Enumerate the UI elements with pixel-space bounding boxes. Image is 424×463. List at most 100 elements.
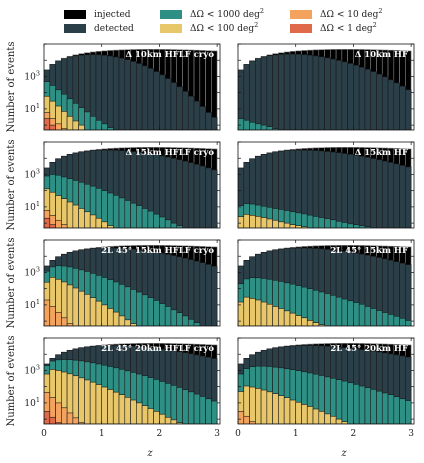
x-tick-label: 2 xyxy=(157,429,163,439)
y-axis-labels: Number of events Number of events Number o… xyxy=(6,42,17,427)
bar-detected xyxy=(335,60,343,130)
legend-swatch xyxy=(290,24,312,33)
bar-detected xyxy=(124,59,131,130)
bar-dOmega-1000 xyxy=(306,214,314,228)
bar-detected xyxy=(205,264,212,326)
panel-title: 2L 45° 20km HF xyxy=(330,344,408,354)
bar-dOmega-1000 xyxy=(141,208,149,228)
bar-dOmega-1000 xyxy=(193,393,201,424)
bar-dOmega-100 xyxy=(278,221,285,228)
bar-dOmega-100 xyxy=(95,384,103,424)
bar-dOmega-1000 xyxy=(364,306,372,326)
panel: 101 103 Δ 10km HFLF cryo xyxy=(24,43,221,131)
bar-dOmega-1000 xyxy=(330,295,337,326)
bar-dOmega-1000 xyxy=(130,202,137,228)
bar-detected xyxy=(255,58,262,130)
bar-detected xyxy=(164,78,172,130)
bar-detected xyxy=(187,162,195,228)
bar-dOmega-1000 xyxy=(393,315,400,326)
bar-detected xyxy=(182,160,189,228)
bar-dOmega-100 xyxy=(283,222,291,228)
bar-dOmega-1000 xyxy=(255,123,262,130)
bar-detected xyxy=(381,76,389,130)
bar-dOmega-100 xyxy=(260,389,268,424)
bar-dOmega-100 xyxy=(72,375,79,424)
bar-dOmega-100 xyxy=(289,224,297,228)
bar-detected xyxy=(141,65,149,130)
panel: Δ 10km HF xyxy=(237,43,415,131)
panel: Δ 15km HF xyxy=(237,141,415,229)
bar-dOmega-1000 xyxy=(341,380,348,424)
legend-swatch xyxy=(160,24,182,33)
histogram-bars xyxy=(238,146,412,228)
bar-dOmega-10 xyxy=(72,417,79,424)
bar-detected xyxy=(283,53,291,130)
bar-dOmega-100 xyxy=(249,298,256,326)
bar-dOmega-1000 xyxy=(147,297,154,326)
bar-detected xyxy=(399,85,406,130)
bar-dOmega-1000 xyxy=(176,312,183,326)
panel-title: 2L 45° 15km HFLF cryo xyxy=(101,246,214,256)
bar-dOmega-1000 xyxy=(136,205,143,228)
bar-dOmega-1000 xyxy=(312,216,320,228)
legend-swatch xyxy=(64,10,86,19)
bar-dOmega-1000 xyxy=(170,309,178,326)
bar-dOmega-100 xyxy=(272,306,279,326)
bar-dOmega-100 xyxy=(249,215,256,228)
bar-dOmega-100 xyxy=(238,301,245,326)
bar-detected xyxy=(405,89,412,130)
bar-dOmega-1000 xyxy=(376,390,383,424)
bar-dOmega-1 xyxy=(55,422,62,424)
legend-label: detected xyxy=(94,24,134,34)
bar-dOmega-100 xyxy=(278,395,285,424)
bar-dOmega-100 xyxy=(324,413,331,424)
bar-detected xyxy=(364,68,372,130)
bar-detected xyxy=(187,259,195,326)
bar-dOmega-1000 xyxy=(318,291,325,326)
bar-dOmega-1000 xyxy=(238,118,245,130)
panel: 2L 45° 15km HF xyxy=(237,239,415,327)
y-tick-label: 103 xyxy=(24,69,40,82)
panel-title: Δ 15km HFLF cryo xyxy=(125,148,214,158)
bar-dOmega-100 xyxy=(84,211,91,228)
panel-title: 2L 45° 15km HF xyxy=(330,246,408,256)
bar-detected xyxy=(370,158,377,228)
bar-dOmega-100 xyxy=(130,399,137,424)
bar-dOmega-1000 xyxy=(243,119,250,130)
bar-detected xyxy=(393,82,400,130)
bar-dOmega-1000 xyxy=(347,382,354,424)
bar-detected xyxy=(364,157,372,228)
bar-dOmega-1000 xyxy=(266,126,273,130)
bar-dOmega-100 xyxy=(301,404,308,424)
bar-dOmega-1000 xyxy=(141,294,149,326)
bar-dOmega-10 xyxy=(61,407,68,424)
panel-title: 2L 45° 20km HFLF cryo xyxy=(101,344,214,354)
bar-detected xyxy=(170,158,178,228)
bar-dOmega-1000 xyxy=(95,119,103,130)
y-axis-label: Number of events xyxy=(6,238,17,329)
bar-detected xyxy=(211,117,218,130)
bar-dOmega-10 xyxy=(61,224,68,228)
bar-dOmega-100 xyxy=(72,287,79,326)
bar-dOmega-100 xyxy=(84,293,91,326)
bar-dOmega-100 xyxy=(312,322,320,326)
bar-dOmega-100 xyxy=(153,411,160,424)
bar-dOmega-100 xyxy=(147,408,154,424)
bar-dOmega-100 xyxy=(335,418,343,424)
bar-dOmega-10 xyxy=(66,323,74,326)
bar-dOmega-1000 xyxy=(101,123,108,130)
panel-frame xyxy=(43,239,221,327)
legend-swatch xyxy=(160,10,182,19)
panel: 101 103 2L 45° 15km HFLF cryo xyxy=(24,239,221,327)
x-tick-label: 0 xyxy=(41,429,47,439)
bar-dOmega-100 xyxy=(243,213,250,228)
bar-dOmega-1000 xyxy=(341,298,348,326)
bar-detected xyxy=(295,53,302,130)
bar-dOmega-100 xyxy=(260,217,268,228)
bar-dOmega-1000 xyxy=(387,394,395,424)
bar-detected xyxy=(205,112,212,130)
bar-dOmega-1000 xyxy=(170,385,178,424)
bar-dOmega-1000 xyxy=(301,213,308,228)
bar-dOmega-1000 xyxy=(205,398,212,424)
panel-title: Δ 10km HFLF cryo xyxy=(125,50,214,60)
